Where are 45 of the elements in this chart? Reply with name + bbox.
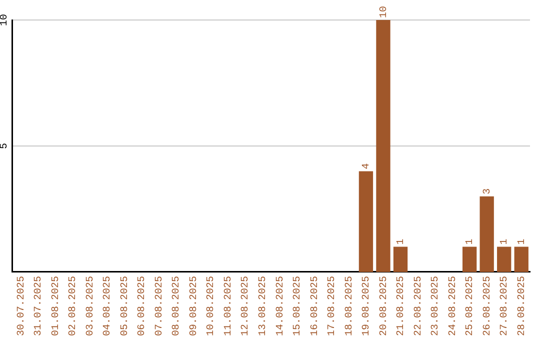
x-tick-label: 08.08.2025	[172, 276, 183, 336]
x-tick-label: 24.08.2025	[448, 276, 459, 336]
x-tick-label: 21.08.2025	[396, 276, 408, 336]
data-label: 10	[378, 6, 390, 18]
x-tick-label: 11.08.2025	[223, 276, 234, 336]
x-tick-label: 16.08.2025	[310, 276, 321, 336]
x-tick-label: 26.08.2025	[482, 276, 494, 336]
x-tick-label: 30.07.2025	[16, 276, 28, 336]
x-tick-label: 06.08.2025	[137, 276, 148, 336]
x-tick-label: 10.08.2025	[206, 276, 218, 336]
data-label: 1	[396, 238, 408, 245]
x-tick-label: 15.08.2025	[292, 276, 304, 336]
x-tick-label: 02.08.2025	[68, 276, 80, 336]
x-tick-label: 25.08.2025	[465, 276, 476, 336]
bar	[514, 246, 528, 272]
bar	[462, 246, 477, 272]
x-tick-label: 13.08.2025	[258, 276, 270, 336]
x-tick-label: 22.08.2025	[413, 276, 424, 336]
x-tick-label: 09.08.2025	[188, 276, 200, 336]
x-tick-label: 28.08.2025	[517, 276, 528, 336]
x-tick-label: 31.07.2025	[34, 276, 45, 336]
x-tick-label: 18.08.2025	[344, 276, 356, 336]
x-tick-label: 23.08.2025	[430, 276, 442, 336]
x-tick-label: 03.08.2025	[85, 276, 96, 336]
data-label: 4	[362, 163, 373, 170]
data-label: 1	[465, 238, 476, 245]
x-tick-label: 07.08.2025	[154, 276, 166, 336]
x-tick-label: 04.08.2025	[102, 276, 114, 336]
data-label: 1	[500, 238, 511, 245]
bar	[358, 171, 374, 272]
x-tick-label: 17.08.2025	[327, 276, 338, 336]
bar	[376, 20, 390, 272]
data-label: 1	[517, 238, 528, 245]
bar	[497, 246, 512, 272]
bar	[393, 246, 408, 272]
x-tick-label: 05.08.2025	[120, 276, 131, 336]
x-tick-label: 20.08.2025	[378, 276, 390, 336]
data-label: 3	[482, 188, 494, 194]
x-tick-label: 14.08.2025	[275, 276, 286, 336]
bar	[480, 196, 494, 272]
x-tick-label: 19.08.2025	[362, 276, 373, 336]
x-tick-label: 27.08.2025	[500, 276, 511, 336]
y-tick-label: 5	[0, 142, 11, 150]
x-tick-label: 01.08.2025	[50, 276, 62, 336]
x-tick-label: 12.08.2025	[240, 276, 252, 336]
